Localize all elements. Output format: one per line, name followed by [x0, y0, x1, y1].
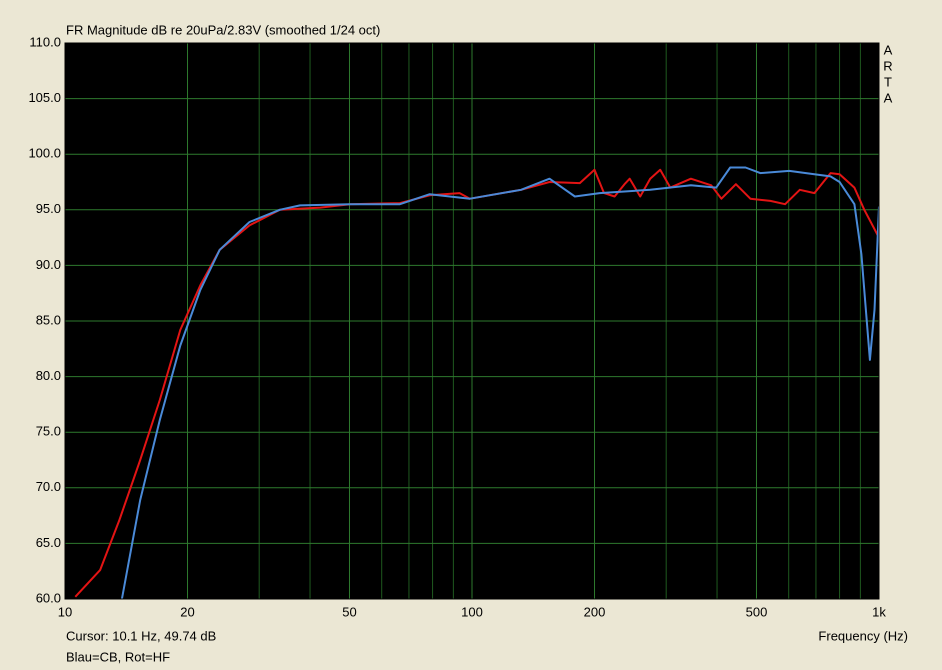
y-tick-label: 65.0 [36, 535, 61, 550]
cursor-readout: Cursor: 10.1 Hz, 49.74 dB [66, 628, 216, 643]
y-tick-label: 70.0 [36, 479, 61, 494]
x-tick-label: 500 [746, 604, 768, 619]
y-tick-label: 80.0 [36, 368, 61, 383]
x-tick-label: 50 [342, 604, 356, 619]
side-label: A [884, 42, 893, 57]
plot-frame [64, 42, 880, 600]
y-tick-label: 75.0 [36, 424, 61, 439]
side-label: R [883, 58, 892, 73]
x-tick-label: 1k [872, 604, 886, 619]
x-tick-label: 100 [461, 604, 483, 619]
side-label: A [884, 90, 893, 105]
y-tick-label: 60.0 [36, 590, 61, 605]
y-tick-label: 100.0 [28, 146, 61, 161]
y-tick-label: 95.0 [36, 201, 61, 216]
side-label: T [884, 74, 892, 89]
series-line [120, 166, 879, 599]
legend-note: Blau=CB, Rot=HF [66, 649, 170, 664]
chart-title: FR Magnitude dB re 20uPa/2.83V (smoothed… [66, 22, 380, 37]
y-tick-label: 110.0 [29, 34, 61, 49]
y-tick-label: 90.0 [36, 257, 61, 272]
x-axis-label: Frequency (Hz) [818, 628, 908, 643]
y-tick-label: 85.0 [36, 312, 61, 327]
x-tick-label: 10 [58, 604, 72, 619]
x-tick-label: 200 [584, 604, 606, 619]
y-tick-label: 105.0 [28, 90, 61, 105]
x-tick-label: 20 [180, 604, 194, 619]
